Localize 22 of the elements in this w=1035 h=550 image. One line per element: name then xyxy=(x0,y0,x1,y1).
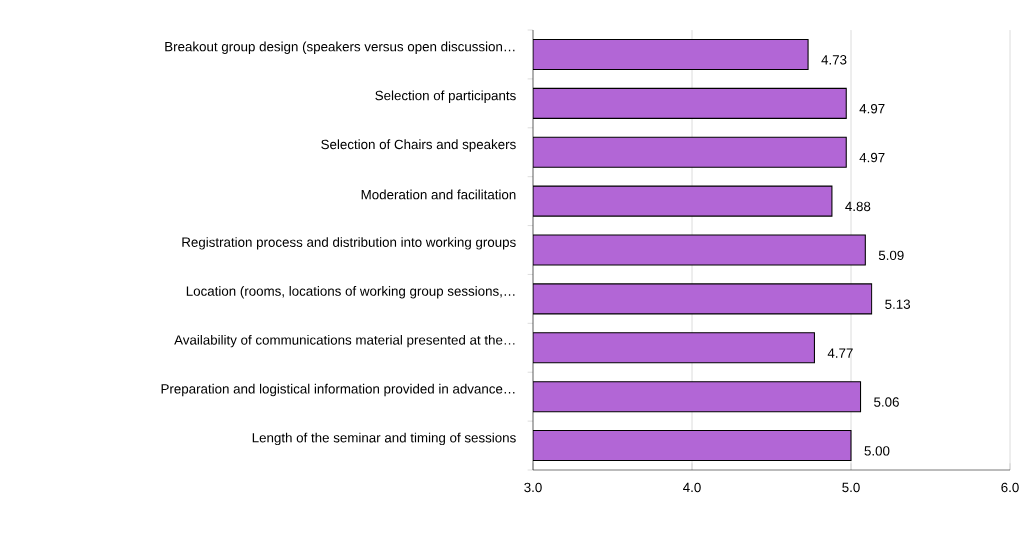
y-tick-label: Preparation and logistical information provided in advance… xyxy=(161,383,515,397)
y-tick-label: Location (rooms, locations of working group sessions,… xyxy=(186,286,515,299)
y-tick-label: Registration process and distribution into working groups xyxy=(182,237,516,250)
data-label: 5.09 xyxy=(878,250,904,261)
x-tick-label: 3.0 xyxy=(524,482,542,493)
y-tick-label: Breakout group design (speakers versus open discussion… xyxy=(165,41,515,54)
data-label: 4.88 xyxy=(845,201,871,212)
y-tick-label: Moderation and facilitation xyxy=(361,189,516,200)
y-tick-label: Availability of communications material presented at the… xyxy=(174,334,515,348)
x-tick-label: 5.0 xyxy=(842,482,860,493)
data-label: 5.00 xyxy=(864,446,890,456)
data-label: 5.13 xyxy=(885,299,911,309)
x-tick-label: 6.0 xyxy=(1001,482,1019,493)
data-label: 4.97 xyxy=(859,103,885,114)
x-tick-label: 4.0 xyxy=(683,482,701,493)
y-tick-label: Selection of participants xyxy=(375,90,516,103)
data-label: 4.77 xyxy=(827,348,853,358)
y-tick-label: Selection of Chairs and speakers xyxy=(321,139,516,152)
data-label: 4.97 xyxy=(859,152,885,163)
y-tick-label: Length of the seminar and timing of sessions xyxy=(252,432,516,446)
data-label: 4.73 xyxy=(821,55,847,65)
data-label: 5.06 xyxy=(874,397,899,407)
